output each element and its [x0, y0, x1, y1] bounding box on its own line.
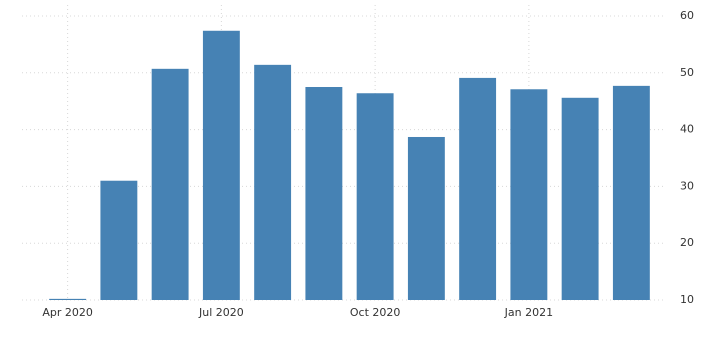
bar [254, 64, 292, 301]
bar [49, 298, 87, 300]
y-tick-label: 40 [680, 123, 694, 136]
y-tick-label: 10 [680, 293, 694, 306]
y-tick-label: 30 [680, 179, 694, 192]
bar [151, 68, 189, 300]
x-tick-label: Oct 2020 [350, 306, 401, 319]
bar [100, 180, 138, 300]
bar [356, 93, 394, 300]
x-tick-label: Apr 2020 [42, 306, 93, 319]
bar [561, 97, 599, 301]
bar [202, 30, 240, 300]
bar [305, 87, 343, 300]
bar [510, 89, 548, 300]
bar [407, 136, 445, 300]
y-tick-label: 50 [680, 66, 694, 79]
bar [459, 77, 497, 300]
x-tick-label: Jul 2020 [198, 306, 244, 319]
x-tick-label: Jan 2021 [504, 306, 553, 319]
y-tick-label: 60 [680, 9, 694, 22]
bar [612, 85, 650, 300]
y-tick-label: 20 [680, 236, 694, 249]
